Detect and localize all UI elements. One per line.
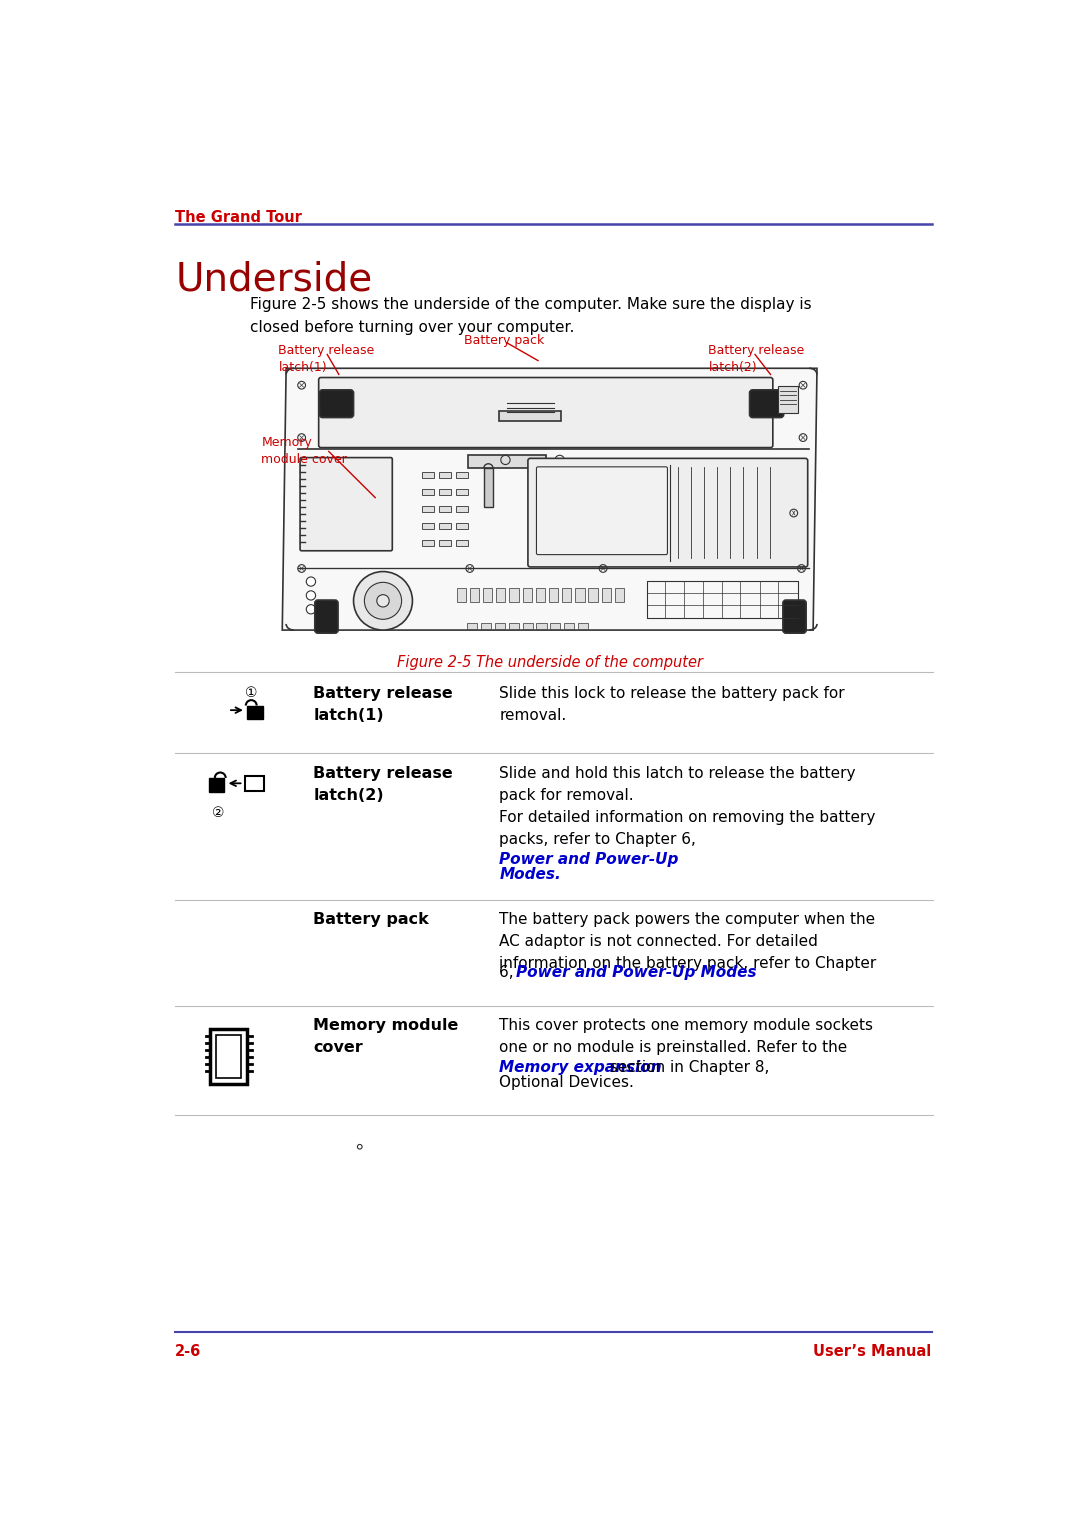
Text: Underside: Underside (175, 260, 373, 298)
Polygon shape (282, 368, 816, 630)
Circle shape (364, 583, 402, 619)
Text: Figure 2-5 shows the underside of the computer. Make sure the display is
closed : Figure 2-5 shows the underside of the co… (249, 298, 811, 335)
Text: For detailed information on removing the battery
packs, refer to Chapter 6,: For detailed information on removing the… (499, 810, 876, 847)
Bar (456, 523, 469, 529)
Bar (438, 506, 451, 512)
Bar (438, 489, 451, 495)
Bar (536, 587, 545, 601)
Bar (496, 587, 505, 601)
Bar (484, 468, 494, 508)
Bar (456, 472, 469, 479)
Text: Memory
module cover: Memory module cover (261, 436, 347, 466)
Text: ①: ① (245, 685, 257, 700)
Text: ②: ② (212, 806, 225, 820)
Bar (481, 624, 490, 630)
Bar (245, 775, 264, 790)
Bar (523, 624, 532, 630)
Text: The Grand Tour: The Grand Tour (175, 211, 302, 225)
Bar (469, 454, 545, 468)
FancyBboxPatch shape (319, 378, 773, 448)
Bar (470, 587, 480, 601)
Bar (456, 540, 469, 546)
Text: section in Chapter 8,: section in Chapter 8, (606, 1060, 770, 1075)
Bar (537, 624, 546, 630)
Bar (551, 624, 561, 630)
FancyBboxPatch shape (537, 466, 667, 555)
Text: Battery release
latch(2): Battery release latch(2) (313, 766, 453, 803)
Text: Memory expansion: Memory expansion (499, 1060, 662, 1075)
Text: Battery release
latch(2): Battery release latch(2) (708, 344, 805, 373)
Bar (456, 489, 469, 495)
Bar (647, 581, 798, 618)
Bar (523, 587, 531, 601)
Bar (422, 523, 434, 529)
Bar (422, 489, 434, 495)
Bar (457, 587, 465, 601)
Text: Figure 2-5 The underside of the computer: Figure 2-5 The underside of the computer (396, 654, 703, 670)
Bar (456, 506, 469, 512)
Bar (467, 624, 476, 630)
Text: The battery pack powers the computer when the
AC adaptor is not connected. For d: The battery pack powers the computer whe… (499, 911, 877, 971)
Text: .: . (675, 965, 680, 980)
Bar (483, 587, 492, 601)
Bar (562, 587, 571, 601)
Text: This cover protects one memory module sockets
one or no module is preinstalled. : This cover protects one memory module so… (499, 1018, 874, 1055)
Text: Battery release
latch(1): Battery release latch(1) (313, 685, 453, 723)
FancyBboxPatch shape (314, 599, 338, 633)
Text: Battery pack: Battery pack (313, 911, 429, 927)
Bar (565, 624, 575, 630)
Bar (208, 778, 225, 792)
Text: User’s Manual: User’s Manual (813, 1344, 932, 1359)
Text: Battery pack: Battery pack (464, 333, 544, 347)
Bar (438, 472, 451, 479)
Text: 2-6: 2-6 (175, 1344, 202, 1359)
Bar (615, 587, 624, 601)
Bar (438, 540, 451, 546)
Bar (247, 705, 262, 720)
Bar (216, 1035, 241, 1078)
Circle shape (307, 604, 315, 615)
Bar (509, 624, 518, 630)
Bar (602, 587, 611, 601)
Text: Battery release
latch(1): Battery release latch(1) (279, 344, 375, 373)
FancyBboxPatch shape (528, 459, 808, 567)
Bar (589, 587, 597, 601)
FancyBboxPatch shape (300, 457, 392, 550)
Bar (499, 411, 562, 420)
Bar (422, 540, 434, 546)
Text: Power and Power-Up Modes: Power and Power-Up Modes (516, 965, 757, 980)
Circle shape (377, 595, 389, 607)
Circle shape (307, 590, 315, 599)
Bar (211, 1029, 247, 1084)
FancyBboxPatch shape (320, 390, 353, 417)
Text: Power and Power-Up: Power and Power-Up (499, 852, 678, 867)
Bar (576, 587, 584, 601)
Bar (422, 472, 434, 479)
Text: Modes.: Modes. (499, 867, 561, 882)
Text: Slide this lock to release the battery pack for
removal.: Slide this lock to release the battery p… (499, 685, 845, 723)
Bar (578, 624, 589, 630)
Bar (438, 523, 451, 529)
Text: Slide and hold this latch to release the battery
pack for removal.: Slide and hold this latch to release the… (499, 766, 855, 803)
Bar (495, 624, 504, 630)
Text: 6,: 6, (499, 965, 518, 980)
Circle shape (353, 572, 413, 630)
Text: Memory module
cover: Memory module cover (313, 1018, 459, 1055)
Circle shape (307, 576, 315, 586)
FancyBboxPatch shape (750, 390, 784, 417)
Bar (422, 506, 434, 512)
Bar (779, 385, 798, 413)
Bar (510, 587, 518, 601)
Text: Optional Devices.: Optional Devices. (499, 1075, 634, 1090)
FancyBboxPatch shape (783, 599, 806, 633)
Bar (549, 587, 558, 601)
